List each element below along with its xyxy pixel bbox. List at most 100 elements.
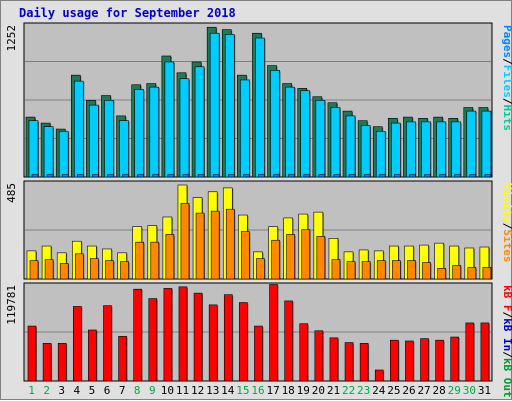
sites-bar: [135, 241, 144, 280]
kbf-bar: [344, 342, 354, 382]
sites-bar: [165, 234, 175, 280]
files-bar: [43, 126, 54, 178]
legend-item: Visits: [501, 183, 512, 223]
pages-bar: [107, 174, 114, 178]
sites-bar: [331, 259, 341, 280]
pages-bar: [76, 174, 84, 178]
kbf-bar: [239, 302, 248, 382]
pages-bar: [288, 174, 295, 178]
files-bar: [451, 121, 462, 178]
legend-item: /: [501, 98, 512, 105]
kbf-bar: [435, 339, 444, 382]
pages-bar: [182, 174, 190, 178]
panel2-legend: Visits/Sites: [501, 183, 512, 263]
files-bar: [149, 86, 160, 178]
sites-bar: [241, 231, 250, 280]
panel1-legend: Pages/Files/Hits: [501, 25, 512, 131]
kbf-bar: [27, 325, 37, 382]
files-bar: [466, 110, 477, 178]
x-tick-label: 7: [119, 384, 126, 397]
panel2-ymax: 485: [5, 183, 18, 203]
x-tick-label: 9: [149, 384, 156, 397]
files-bar: [315, 100, 326, 178]
files-bar: [270, 70, 280, 178]
kbf-bar: [148, 298, 158, 382]
sites-bar: [437, 268, 446, 280]
files-bar: [391, 122, 401, 178]
x-tick-label: 15: [236, 384, 249, 397]
x-tick-label: 30: [463, 384, 476, 397]
kbf-bar: [405, 340, 414, 382]
sites-bar: [407, 260, 416, 280]
pages-bar: [258, 174, 265, 178]
pages-bar: [439, 174, 446, 178]
files-bar: [89, 104, 99, 178]
sites-bar: [271, 239, 280, 280]
files-bar: [134, 89, 144, 178]
kbf-bar: [284, 300, 293, 382]
sites-bar: [422, 262, 431, 280]
sites-bar: [225, 208, 235, 280]
x-tick-label: 10: [161, 384, 174, 397]
x-tick-label: 19: [297, 384, 310, 397]
kbf-bar: [390, 339, 399, 382]
sites-bar: [74, 253, 84, 280]
sites-bar: [59, 263, 69, 280]
sites-bar: [392, 260, 401, 280]
kbf-bar: [72, 306, 82, 382]
sites-bar: [346, 261, 356, 280]
sites-bar: [105, 260, 114, 280]
files-bar: [28, 120, 39, 178]
files-bar: [119, 120, 129, 178]
legend-item: /: [501, 351, 512, 358]
x-tick-label: 17: [266, 384, 279, 397]
kbf-bar: [163, 288, 173, 382]
pages-bar: [243, 174, 250, 178]
x-tick-label: 2: [43, 384, 50, 397]
chart-title: Daily usage for September 2018: [19, 6, 236, 20]
x-tick-label: 21: [327, 384, 340, 397]
sites-bar: [376, 260, 386, 280]
x-tick-label: 26: [402, 384, 415, 397]
x-tick-label: 24: [372, 384, 386, 397]
files-bar: [194, 66, 205, 178]
panel3-legend: kB F/kB In/kB Out: [501, 285, 512, 398]
kbf-bar: [57, 343, 67, 382]
x-tick-label: 18: [282, 384, 295, 397]
pages-bar: [484, 174, 492, 178]
pages-bar: [122, 174, 129, 178]
panel1-ymax: 1252: [5, 25, 18, 52]
pages-bar: [137, 174, 144, 178]
legend-item: /: [501, 312, 512, 319]
sites-bar: [301, 229, 311, 280]
kbf-bar: [193, 292, 203, 382]
files-bar: [300, 90, 311, 178]
pages-bar: [363, 174, 371, 178]
kbf-bar: [42, 343, 52, 382]
files-bar: [164, 61, 175, 178]
legend-item: kB In: [501, 318, 512, 351]
sites-bar: [256, 258, 265, 280]
pages-bar: [333, 174, 341, 178]
sites-bar: [150, 241, 160, 280]
sites-bar: [467, 267, 477, 280]
pages-bar: [303, 174, 311, 178]
sites-bar: [195, 212, 205, 280]
kbf-bar: [269, 284, 278, 382]
pages-bar: [409, 174, 416, 178]
sites-bar: [210, 210, 220, 280]
pages-bar: [318, 174, 326, 178]
legend-item: kB F: [501, 285, 512, 312]
files-bar: [240, 79, 250, 178]
legend-item: Files: [501, 65, 512, 98]
legend-item: /: [501, 58, 512, 65]
files-bar: [224, 34, 235, 178]
x-tick-label: 25: [387, 384, 400, 397]
pages-bar: [348, 174, 356, 178]
kbf-bar: [299, 323, 309, 382]
x-tick-label: 5: [89, 384, 96, 397]
kbf-bar: [450, 336, 460, 382]
sites-bar: [44, 259, 54, 280]
